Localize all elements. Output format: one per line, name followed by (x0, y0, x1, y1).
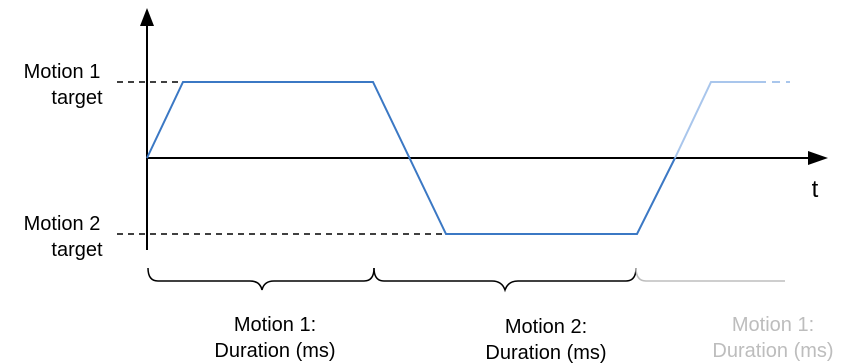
segment-motion2-label-line2: Duration (ms) (485, 342, 606, 363)
motion2-target-label-line1: Motion 2 (24, 213, 101, 235)
motion2-target-label-line2: target (51, 239, 103, 261)
signal-trace-faded (674, 81, 758, 159)
signal-trace (146, 81, 676, 235)
motion1-target-label-line1: Motion 1 (24, 61, 101, 83)
segment-motion1-label-line1: Motion 1: (234, 314, 316, 336)
brace-motion1 (147, 267, 375, 291)
segment-motion2-label-line1: Motion 2: (505, 316, 587, 338)
segment-motion1-label-line2: Duration (ms) (214, 340, 335, 362)
segment-motion1-faded-label-line1: Motion 1: (732, 314, 814, 336)
y-axis-arrowhead (140, 8, 154, 26)
x-axis-arrowhead (808, 151, 828, 165)
brace-motion1-faded (635, 267, 785, 282)
x-axis-label: t (812, 176, 819, 203)
segment-motion1-faded-label-line2: Duration (ms) (712, 340, 833, 362)
motion1-target-label-line2: target (51, 87, 103, 109)
brace-motion2 (373, 267, 637, 293)
